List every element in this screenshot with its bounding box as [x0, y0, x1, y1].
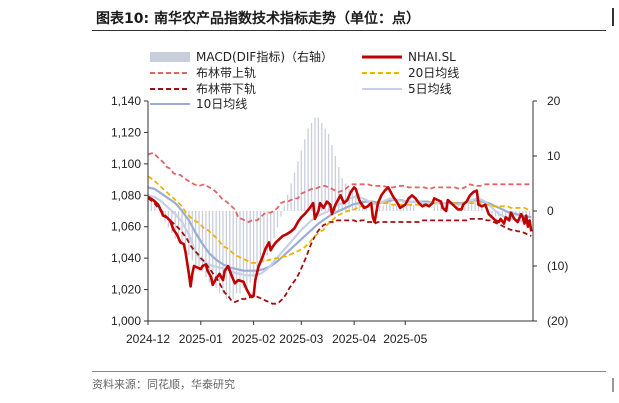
legend-swatch	[150, 52, 190, 62]
ma20-line	[147, 175, 532, 264]
y-left-tick-label: 1,080	[111, 188, 141, 202]
y-right-tick-label: (20)	[547, 314, 568, 328]
legend-item: MACD(DIF指标)（右轴）	[150, 49, 333, 64]
y-left-tick-label: 1,060	[111, 220, 141, 234]
legend-item: 20日均线	[362, 66, 459, 80]
x-tick-label: 2025-02	[232, 332, 276, 346]
legend-label: NHAI.SL	[408, 50, 456, 64]
bollinger-upper-line	[147, 152, 532, 223]
y-right-tick-label: 20	[547, 94, 561, 108]
legend-item: 布林带下轨	[150, 82, 256, 96]
macd-bars	[147, 117, 531, 299]
figure-title: 图表10: 南华农产品指数技术指标走势（单位：点）	[96, 11, 420, 27]
legend-item: 布林带上轨	[150, 66, 256, 80]
x-tick-label: 2025-04	[332, 332, 376, 346]
y-right-tick-label: 10	[547, 149, 561, 163]
x-tick-label: 2025-03	[279, 332, 323, 346]
legend-item: 5日均线	[362, 82, 452, 96]
y-left-tick-label: 1,120	[111, 125, 141, 139]
title-rule	[92, 30, 606, 31]
legend-label: 20日均线	[408, 66, 459, 80]
adjacent-figure-edge-bottom	[612, 378, 619, 392]
x-tick-label: 2025-05	[383, 332, 427, 346]
source-rule	[92, 371, 606, 372]
y-left-tick-label: 1,140	[111, 94, 141, 108]
y-left-tick-label: 1,100	[111, 157, 141, 171]
x-tick-label: 2024-12	[126, 332, 170, 346]
y-right-tick-label: 0	[547, 204, 554, 218]
ma5-line	[147, 194, 532, 277]
chart-axes: 1,000 1,020 1,040 1,060 1,080 1,100 1,120 1,140…	[111, 94, 568, 346]
x-tick-label: 2025-01	[179, 332, 223, 346]
adjacent-figure-edge	[612, 8, 619, 26]
source-note: 资料来源：同花顺，华泰研究	[92, 378, 235, 391]
y-left-tick-label: 1,000	[111, 314, 141, 328]
legend-label: 布林带上轨	[196, 66, 256, 80]
chart-lines	[147, 152, 533, 305]
y-left-tick-label: 1,040	[111, 251, 141, 265]
legend-label: 10日均线	[196, 97, 247, 111]
nhai-line	[147, 186, 533, 298]
legend-label: MACD(DIF指标)（右轴）	[196, 49, 333, 64]
y-left-tick-label: 1,020	[111, 283, 141, 297]
legend-label: 5日均线	[408, 82, 452, 96]
y-right-tick-label: (10)	[547, 259, 568, 273]
legend-item: NHAI.SL	[362, 50, 456, 64]
legend-item: 10日均线	[150, 97, 247, 111]
legend-label: 布林带下轨	[196, 82, 256, 96]
